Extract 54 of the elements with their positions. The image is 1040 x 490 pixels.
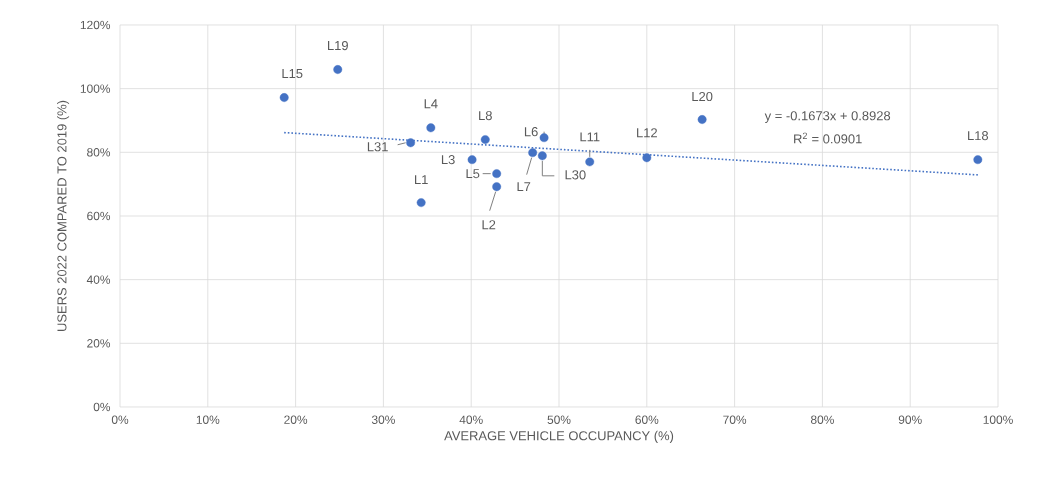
point bbox=[492, 169, 502, 179]
annotation: L3 bbox=[441, 155, 455, 165]
annotation: L7 bbox=[517, 182, 531, 192]
point bbox=[539, 133, 549, 143]
point bbox=[480, 135, 490, 144]
y-tick-label: 120% bbox=[80, 20, 111, 30]
x-tick-label: 70% bbox=[723, 415, 747, 424]
point bbox=[416, 198, 426, 208]
y-tick-label: 40% bbox=[86, 275, 111, 284]
y-tick-label: 0% bbox=[93, 402, 111, 412]
annotation: L2 bbox=[482, 220, 496, 230]
x-tick-label: 40% bbox=[459, 415, 483, 424]
y-axis-title: USERS 2022 COMPARED TO 2019 (%) bbox=[57, 100, 70, 331]
y-tick-label: 20% bbox=[87, 339, 111, 348]
x-tick-label: 50% bbox=[547, 415, 571, 424]
annotation: L31 bbox=[367, 142, 388, 152]
x-tick-label: 80% bbox=[810, 415, 834, 424]
point bbox=[585, 157, 595, 167]
point bbox=[973, 155, 983, 165]
annotation: L11 bbox=[580, 132, 600, 142]
annotation: L1 bbox=[415, 175, 428, 185]
x-axis-title: AVERAGE VEHICLE OCCUPANCY (%) bbox=[444, 430, 674, 443]
point bbox=[697, 115, 707, 124]
annotation: L18 bbox=[968, 131, 989, 141]
annotation: L30 bbox=[565, 170, 586, 180]
x-tick-label: 100% bbox=[983, 415, 1013, 424]
annotation: L12 bbox=[637, 128, 657, 138]
point bbox=[528, 148, 538, 158]
x-tick-label: 90% bbox=[898, 415, 922, 424]
annotation: L15 bbox=[282, 69, 303, 79]
y-tick-label: 80% bbox=[87, 148, 111, 157]
x-tick-label: 0% bbox=[111, 415, 129, 424]
annotation: L8 bbox=[479, 111, 492, 121]
annotation: L19 bbox=[328, 40, 348, 51]
annotation: L5 bbox=[466, 169, 480, 179]
point bbox=[467, 155, 477, 165]
point bbox=[333, 65, 343, 74]
annotation: L4 bbox=[424, 99, 438, 109]
y-tick-label: 60% bbox=[87, 211, 111, 221]
point bbox=[537, 151, 547, 161]
x-tick-label: 10% bbox=[196, 415, 220, 424]
x-tick-label: 30% bbox=[371, 415, 395, 424]
point bbox=[642, 153, 652, 163]
point bbox=[492, 182, 502, 192]
point bbox=[426, 123, 436, 133]
annotation: y = -0.1673x + 0.8928 bbox=[764, 111, 891, 123]
point bbox=[406, 138, 416, 148]
annotation: L20 bbox=[692, 91, 713, 102]
annotation: R$^{2}$ = 0.0901 bbox=[794, 132, 862, 144]
point bbox=[279, 93, 289, 102]
x-tick-label: 20% bbox=[284, 415, 308, 424]
annotation: L6 bbox=[524, 127, 538, 137]
y-tick-label: 100% bbox=[80, 84, 111, 93]
x-tick-label: 60% bbox=[635, 415, 659, 424]
